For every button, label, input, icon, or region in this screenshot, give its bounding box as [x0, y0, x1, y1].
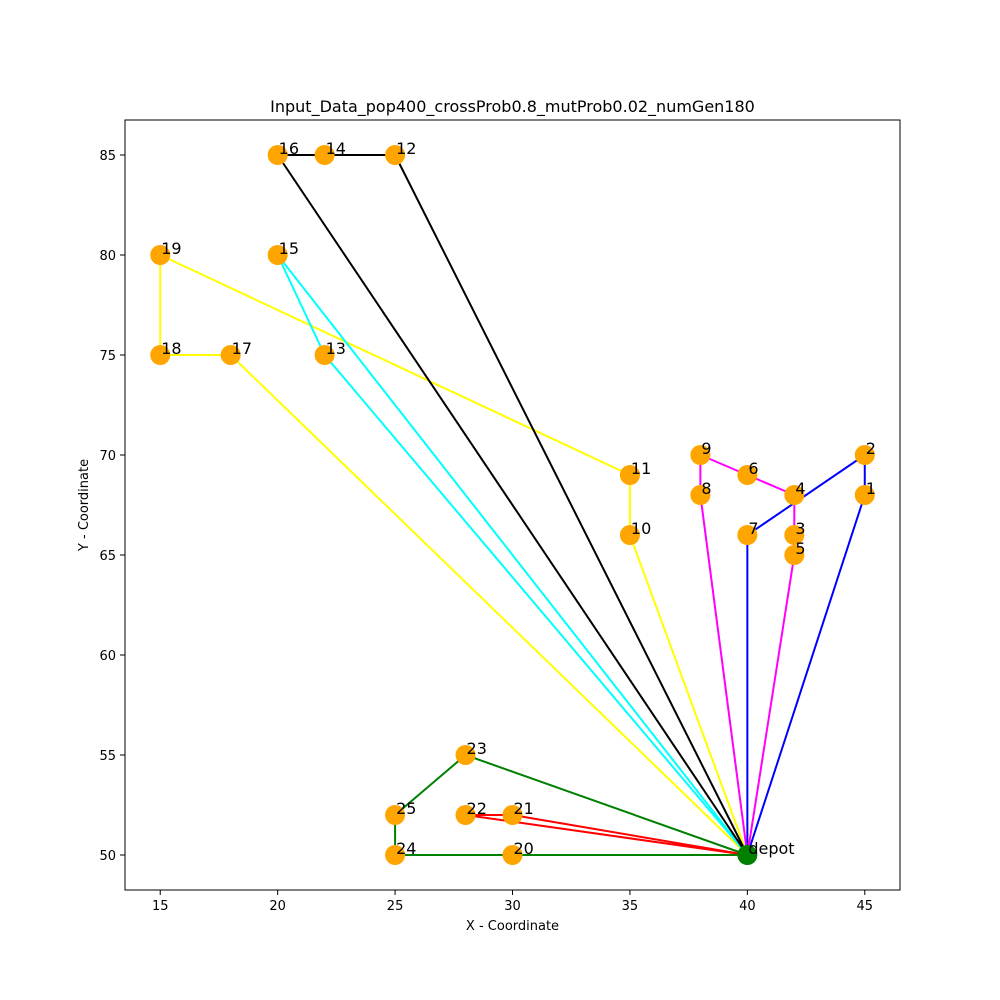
- customer-point-10: [619, 525, 640, 545]
- x-tick-label: 40: [739, 899, 756, 914]
- customer-point-22: [455, 805, 476, 825]
- node-label-9: 9: [701, 439, 711, 458]
- y-tick-label: 65: [99, 549, 116, 564]
- y-tick-label: 55: [99, 749, 116, 764]
- y-tick-label: 70: [99, 449, 116, 464]
- customer-point-7: [737, 525, 758, 545]
- x-tick-label: 30: [504, 899, 521, 914]
- y-tick-label: 80: [99, 249, 116, 264]
- node-label-5: 5: [795, 539, 805, 558]
- customer-point-17: [220, 345, 241, 365]
- customer-point-18: [150, 345, 171, 365]
- node-label-19: 19: [161, 239, 181, 258]
- node-label-13: 13: [326, 339, 346, 358]
- node-label-21: 21: [514, 799, 534, 818]
- customer-point-1: [854, 485, 875, 505]
- x-tick-label: 20: [269, 899, 286, 914]
- y-tick-label: 50: [99, 849, 116, 864]
- customer-point-15: [267, 245, 288, 265]
- customer-point-20: [502, 845, 523, 865]
- customer-point-19: [150, 245, 171, 265]
- customer-point-9: [690, 445, 711, 465]
- node-label-15: 15: [279, 239, 299, 258]
- y-tick-label: 85: [99, 149, 116, 164]
- node-label-10: 10: [631, 519, 651, 538]
- x-axis-label: X - Coordinate: [466, 919, 559, 934]
- customer-point-4: [784, 485, 805, 505]
- x-tick-label: 15: [152, 899, 169, 914]
- customer-point-21: [502, 805, 523, 825]
- y-axis-label: Y - Coordinate: [77, 459, 92, 552]
- customer-point-5: [784, 545, 805, 565]
- customer-point-8: [690, 485, 711, 505]
- x-tick-label: 45: [856, 899, 873, 914]
- route-line-7: [394, 754, 748, 856]
- customer-point-16: [267, 145, 288, 165]
- x-tick-label: 35: [622, 899, 639, 914]
- depot-label: depot: [748, 839, 794, 858]
- node-label-23: 23: [467, 739, 487, 758]
- node-label-1: 1: [866, 479, 876, 498]
- y-tick-label: 75: [99, 349, 116, 364]
- node-label-8: 8: [701, 479, 711, 498]
- node-label-2: 2: [866, 439, 876, 458]
- route-line-4: [276, 254, 749, 856]
- node-label-25: 25: [396, 799, 416, 818]
- chart-title: Input_Data_pop400_crossProb0.8_mutProb0.…: [270, 97, 755, 117]
- y-tick-label: 60: [99, 649, 116, 664]
- node-label-22: 22: [467, 799, 487, 818]
- node-label-14: 14: [326, 139, 346, 158]
- node-label-4: 4: [795, 479, 805, 498]
- customer-point-24: [385, 845, 406, 865]
- route-line-6: [464, 814, 748, 856]
- depot-point: [737, 845, 758, 865]
- node-labels-layer: 1234567891011121314151617181920212223242…: [161, 139, 876, 858]
- x-axis: 15 20 25 30 35 40 45: [152, 890, 873, 914]
- node-label-16: 16: [279, 139, 299, 158]
- customer-point-6: [737, 465, 758, 485]
- node-label-11: 11: [631, 459, 651, 478]
- customer-point-13: [314, 345, 335, 365]
- customer-point-25: [385, 805, 406, 825]
- node-label-12: 12: [396, 139, 416, 158]
- node-label-3: 3: [795, 519, 805, 538]
- node-label-18: 18: [161, 339, 181, 358]
- x-tick-label: 25: [387, 899, 404, 914]
- customer-point-14: [314, 145, 335, 165]
- node-label-6: 6: [748, 459, 758, 478]
- node-label-17: 17: [232, 339, 252, 358]
- node-label-24: 24: [396, 839, 416, 858]
- node-label-7: 7: [748, 519, 758, 538]
- customer-point-3: [784, 525, 805, 545]
- points-layer: [150, 145, 875, 865]
- customer-point-12: [385, 145, 406, 165]
- customer-point-11: [619, 465, 640, 485]
- customer-point-2: [854, 445, 875, 465]
- customer-point-23: [455, 745, 476, 765]
- y-axis: 50 55 60 65 70 75 80 85: [99, 149, 125, 864]
- node-label-20: 20: [514, 839, 534, 858]
